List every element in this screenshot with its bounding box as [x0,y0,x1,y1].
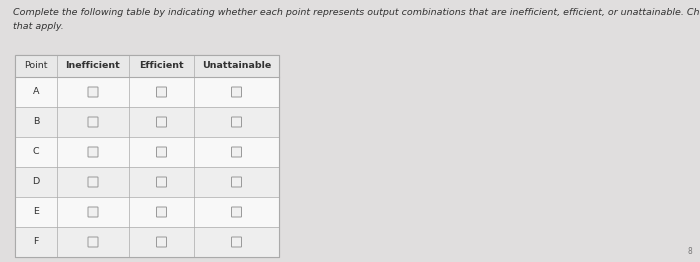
Text: Complete the following table by indicating whether each point represents output : Complete the following table by indicati… [13,8,700,17]
FancyBboxPatch shape [232,117,242,127]
Bar [15,137,279,167]
FancyBboxPatch shape [157,207,167,217]
FancyBboxPatch shape [88,117,98,127]
FancyBboxPatch shape [88,207,98,217]
Text: E: E [33,208,39,216]
FancyBboxPatch shape [88,147,98,157]
Bar [15,107,279,137]
Bar [15,167,279,197]
Bar [15,55,279,257]
Bar [15,227,279,257]
FancyBboxPatch shape [232,177,242,187]
Text: that apply.: that apply. [13,22,64,31]
FancyBboxPatch shape [157,117,167,127]
FancyBboxPatch shape [157,147,167,157]
Text: Efficient: Efficient [139,62,184,70]
FancyBboxPatch shape [88,87,98,97]
Text: F: F [34,237,38,247]
Bar [15,55,279,257]
Text: D: D [32,177,40,187]
FancyBboxPatch shape [232,147,242,157]
Text: Inefficient: Inefficient [66,62,120,70]
FancyBboxPatch shape [88,237,98,247]
FancyBboxPatch shape [232,87,242,97]
FancyBboxPatch shape [88,177,98,187]
FancyBboxPatch shape [157,177,167,187]
Text: A: A [33,88,39,96]
Text: Point: Point [25,62,48,70]
FancyBboxPatch shape [157,237,167,247]
Bar [15,77,279,107]
Bar [15,55,279,77]
Text: C: C [33,148,39,156]
FancyBboxPatch shape [232,207,242,217]
Bar [15,197,279,227]
FancyBboxPatch shape [157,87,167,97]
Text: Unattainable: Unattainable [202,62,271,70]
Text: B: B [33,117,39,127]
Text: 8: 8 [687,247,692,256]
FancyBboxPatch shape [232,237,242,247]
